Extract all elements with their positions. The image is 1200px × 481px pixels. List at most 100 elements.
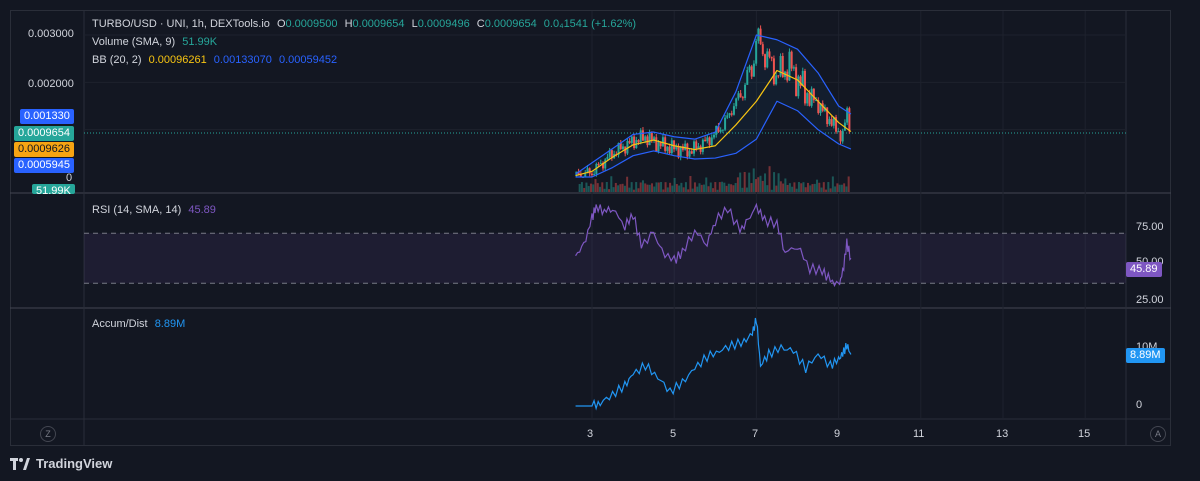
price-tick-0: 0 [66, 172, 73, 184]
candle-body-85 [764, 54, 767, 68]
candle-body-82 [757, 28, 760, 41]
volume-bar-54 [700, 184, 703, 192]
volume-bar-41 [671, 185, 674, 192]
volume-bar-26 [637, 188, 640, 192]
candle-body-39 [661, 137, 664, 147]
volume-bar-67 [730, 184, 733, 192]
candle-body-100 [797, 76, 800, 97]
candle-body-15 [608, 150, 611, 157]
volume-bar-105 [816, 179, 819, 192]
volume-bar-73 [743, 172, 746, 192]
volume-bar-16 [614, 182, 617, 192]
candle-body-37 [657, 142, 660, 152]
candle-body-34 [650, 133, 653, 141]
volume-bar-14 [610, 176, 613, 192]
volume-bar-19 [621, 183, 624, 192]
candle-body-93 [781, 56, 784, 78]
volume-bar-108 [822, 182, 825, 192]
x-tick-3: 3 [587, 428, 594, 440]
volume-badge: 51.99K [32, 184, 75, 194]
volume-bar-56 [705, 177, 708, 192]
volume-bar-101 [806, 182, 809, 192]
candle-body-96 [788, 51, 791, 81]
volume-bar-90 [782, 183, 785, 192]
change-value: 0.0₄1541 (+1.62%) [543, 18, 637, 30]
candle-body-50 [686, 143, 689, 157]
candle-body-116 [832, 117, 835, 126]
volume-bar-63 [721, 181, 724, 192]
candle-body-20 [619, 142, 622, 149]
candle-body-25 [630, 136, 633, 143]
volume-value: 51.99K [182, 36, 218, 48]
volume-bar-42 [673, 177, 676, 192]
candle-body-80 [752, 63, 755, 77]
candle-body-119 [839, 131, 842, 142]
candle-body-44 [673, 140, 676, 150]
candle-body-1 [577, 171, 580, 175]
candle-body-64 [717, 126, 720, 132]
price-tick-2000: 0.002000 [28, 78, 74, 90]
candle-body-70 [730, 113, 733, 115]
candle-body-102 [801, 70, 804, 86]
volume-bar-40 [669, 182, 672, 192]
candle-body-21 [621, 146, 624, 149]
candle-body-62 [712, 134, 715, 138]
high-label: H [344, 18, 353, 30]
brand-label: TradingView [36, 456, 113, 471]
candle-body-89 [772, 58, 775, 85]
volume-bar-5 [589, 183, 592, 192]
volume-bar-113 [834, 186, 837, 192]
candle-body-19 [617, 142, 620, 155]
candle-body-41 [666, 146, 669, 151]
candle-body-28 [637, 140, 640, 143]
candle-body-46 [677, 146, 680, 158]
volume-bar-99 [802, 182, 805, 192]
volume-bar-28 [641, 180, 644, 192]
volume-bar-100 [804, 187, 807, 192]
volume-bar-17 [617, 185, 620, 192]
candle-body-111 [821, 103, 824, 111]
volume-bar-112 [831, 176, 834, 192]
candle-body-12 [602, 162, 605, 169]
candle-body-117 [835, 117, 838, 132]
candle-body-60 [708, 137, 711, 146]
volume-bar-39 [666, 187, 669, 192]
open-label: O [276, 18, 286, 30]
volume-bar-44 [678, 185, 681, 192]
candle-body-8 [593, 174, 596, 176]
ad-badge: 8.89M [1126, 348, 1165, 363]
candle-body-48 [681, 146, 684, 150]
candle-body-29 [639, 130, 642, 143]
candle-body-65 [719, 130, 722, 132]
timezone-button[interactable]: Z [40, 426, 56, 442]
bb-legend: BB (20, 2) 0.00096261 0.00133070 0.00059… [92, 54, 341, 66]
volume-bar-27 [639, 182, 642, 192]
volume-bar-0 [578, 184, 581, 192]
rsi-line [575, 202, 852, 288]
volume-bar-33 [653, 186, 656, 192]
tradingview-icon [10, 457, 30, 470]
auto-scale-button[interactable]: A [1150, 426, 1166, 442]
volume-bar-88 [777, 173, 780, 192]
volume-bar-78 [754, 179, 757, 192]
ad-legend: Accum/Dist 8.89M [92, 318, 189, 330]
volume-bar-65 [725, 185, 728, 192]
candle-body-54 [695, 141, 698, 150]
volume-bar-69 [734, 183, 737, 192]
candle-body-115 [830, 119, 833, 126]
candle-body-107 [812, 88, 815, 101]
volume-bar-10 [601, 182, 604, 192]
tradingview-logo[interactable]: TradingView [10, 456, 112, 471]
candle-body-73 [737, 93, 740, 99]
candle-body-74 [739, 93, 742, 98]
candle-body-92 [779, 56, 782, 76]
candle-body-95 [786, 71, 789, 81]
bb-lower-line [575, 100, 852, 178]
candle-body-45 [675, 146, 678, 150]
candle-body-77 [746, 70, 749, 85]
candle-body-91 [777, 75, 780, 77]
candle-body-97 [790, 51, 793, 69]
volume-bar-114 [836, 183, 839, 192]
volume-bar-1 [580, 182, 583, 192]
